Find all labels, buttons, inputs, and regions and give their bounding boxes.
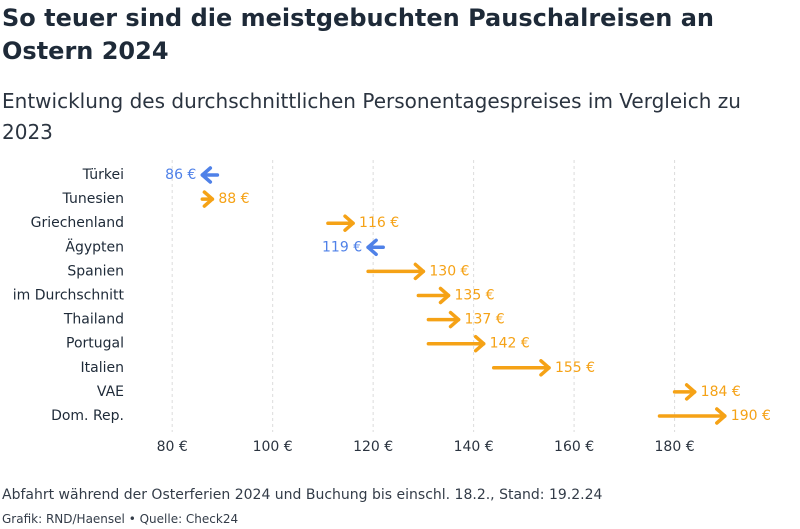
category-label: Ägypten (65, 237, 124, 255)
arrow-mark (200, 190, 215, 208)
value-label: 137 € (465, 312, 505, 328)
value-label: 184 € (701, 384, 741, 400)
arrow-mark (491, 359, 551, 377)
arrow-mark (326, 214, 355, 232)
category-label: VAE (97, 384, 124, 400)
chart-subtitle: Entwicklung des durchschnittlichen Perso… (2, 89, 741, 144)
category-labels: Türkei Tunesien Griechenland Ägypten Spanien… (13, 167, 125, 424)
category-label: Dom. Rep. (51, 408, 124, 424)
value-label: 116 € (359, 215, 399, 231)
arrow-mark (366, 238, 385, 257)
x-tick-label: 140 € (454, 439, 494, 455)
value-label: 155 € (555, 360, 595, 376)
value-label: 86 € (165, 167, 196, 183)
category-label: Spanien (67, 263, 124, 279)
category-label: im Durchschnitt (13, 288, 125, 304)
arrow-mark (416, 286, 451, 305)
arrow-mark (657, 407, 727, 425)
value-label: 130 € (429, 263, 469, 279)
category-label: Tunesien (62, 191, 124, 207)
value-label: 135 € (455, 288, 495, 304)
footer-credits: Grafik: RND/Haensel • Quelle: Check24 (2, 512, 239, 526)
x-tick-label: 80 € (157, 439, 188, 455)
category-label: Portugal (66, 336, 124, 352)
arrow-mark (672, 383, 697, 401)
value-labels: 86 € 88 € 116 € 119 € 130 € 135 € 137 € 142 € 15… (165, 167, 771, 424)
x-tick-label: 160 € (554, 439, 594, 455)
chart-title: So teuer sind die meistgebuchten Pauscha… (2, 4, 714, 65)
arrows (200, 166, 727, 425)
value-label: 142 € (490, 336, 530, 352)
x-tick-label: 180 € (655, 439, 695, 455)
x-tick-label: 100 € (253, 439, 293, 455)
arrow-mark (426, 334, 486, 353)
x-axis-ticks: 80 € 100 € 120 € 140 € 160 € 180 € (157, 439, 695, 455)
category-label: Italien (81, 360, 124, 376)
footer-note: Abfahrt während der Osterferien 2024 und… (2, 487, 603, 503)
category-label: Griechenland (31, 215, 124, 231)
x-tick-label: 120 € (353, 439, 393, 455)
value-label: 88 € (218, 191, 249, 207)
value-label: 190 € (731, 408, 771, 424)
arrow-chart: Türkei Tunesien Griechenland Ägypten Spanien… (13, 160, 771, 455)
arrow-mark (200, 166, 220, 184)
value-label: 119 € (322, 239, 362, 255)
category-label: Türkei (82, 167, 124, 183)
arrow-mark (426, 310, 461, 329)
arrow-mark (366, 262, 426, 281)
category-label: Thailand (63, 312, 124, 328)
